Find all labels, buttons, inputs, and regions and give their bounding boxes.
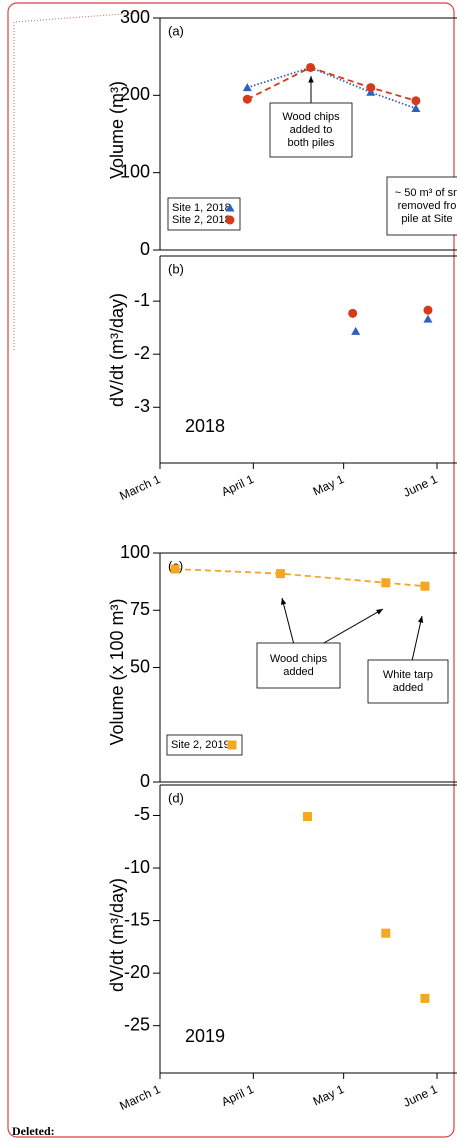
data-point (423, 314, 433, 323)
x-tick-label: June 1 (401, 472, 440, 500)
annotation-text: both piles (287, 137, 335, 149)
arrow-head (280, 598, 287, 605)
panel-label: (a) (168, 23, 184, 38)
legend-marker (227, 740, 237, 750)
y-tick-label: -20 (124, 962, 150, 982)
arrow-head (417, 616, 424, 623)
y-tick-label: 300 (120, 7, 150, 27)
annotation-text: added (283, 666, 314, 678)
y-tick-label: 75 (130, 599, 150, 619)
y-tick-label: -5 (134, 804, 150, 824)
annotation-text: pile at Site (401, 213, 452, 225)
annotation-text: Wood chips (282, 111, 340, 123)
annotation-text: Wood chips (270, 653, 328, 665)
annotation-text: removed fro (398, 200, 457, 212)
y-axis-label: Volume (x 100 m³) (107, 598, 127, 745)
legend-box (166, 734, 243, 756)
y-tick-label: -10 (124, 857, 150, 877)
y-axis-label: dV/dt (m³/day) (107, 293, 127, 407)
year-label: 2019 (185, 1026, 225, 1046)
y-tick-label: -15 (124, 909, 150, 929)
data-point (306, 62, 316, 72)
data-point (420, 581, 430, 591)
y-tick-label: 200 (120, 84, 150, 104)
y-tick-label: -2 (134, 343, 150, 363)
annotation-box (269, 102, 353, 158)
series-line (246, 66, 417, 102)
annotation-text: ~ 50 m³ of sn (395, 187, 457, 199)
data-point (366, 83, 376, 93)
legend-label: Site 2, 2019 (171, 739, 230, 751)
annotation-arrow (323, 608, 384, 644)
data-point (381, 928, 391, 938)
y-tick-label: 0 (140, 771, 150, 791)
data-point (242, 94, 252, 104)
y-tick-label: -1 (134, 290, 150, 310)
annotation-box (367, 659, 449, 704)
x-tick-label: March 1 (117, 472, 162, 503)
legend-box (167, 197, 241, 231)
arrow-head (376, 609, 383, 615)
legend-marker (225, 215, 235, 225)
data-point (170, 564, 180, 574)
x-tick-label: May 1 (311, 472, 347, 499)
y-tick-label: 100 (120, 542, 150, 562)
annotation-text: added to (290, 124, 333, 136)
x-tick-label: May 1 (311, 1082, 347, 1109)
data-point (411, 103, 421, 112)
annotation-text: White tarp (383, 669, 433, 681)
y-tick-label: -25 (124, 1014, 150, 1034)
data-point (423, 305, 433, 315)
data-point (242, 83, 252, 92)
series-line (175, 568, 426, 588)
annotation-box (386, 176, 457, 236)
x-tick-label: April 1 (219, 472, 256, 499)
annotation-box (256, 642, 341, 689)
legend-label: Site 1, 2018 (172, 202, 231, 214)
annotation-arrow (411, 615, 423, 661)
x-tick-label: March 1 (117, 1082, 162, 1113)
series-line (247, 66, 417, 110)
panel-label: (b) (168, 261, 184, 276)
x-tick-label: April 1 (219, 1082, 256, 1109)
y-tick-label: -3 (134, 396, 150, 416)
legend-marker (225, 203, 235, 212)
panel-label: (d) (168, 790, 184, 805)
data-point (351, 326, 361, 335)
y-axis-label: Volume (m³) (107, 81, 127, 179)
y-tick-label: 50 (130, 656, 150, 676)
annotation-arrow (281, 597, 295, 644)
y-tick-label: 0 (140, 239, 150, 259)
data-point (411, 96, 421, 106)
arrow-head (308, 76, 314, 83)
deleted-label: Deleted: (12, 1124, 55, 1138)
data-point (348, 308, 358, 318)
data-point (420, 993, 430, 1003)
annotation-text: added (393, 682, 424, 694)
y-tick-label: 100 (120, 161, 150, 181)
data-point (275, 569, 285, 579)
change-box (7, 2, 455, 1138)
year-label: 2018 (185, 416, 225, 436)
change-connector (13, 11, 151, 350)
data-point (303, 812, 313, 822)
data-point (381, 578, 391, 588)
legend-label: Site 2, 2018 (172, 214, 231, 226)
y-axis-label: dV/dt (m³/day) (107, 878, 127, 992)
x-tick-label: June 1 (401, 1082, 440, 1110)
